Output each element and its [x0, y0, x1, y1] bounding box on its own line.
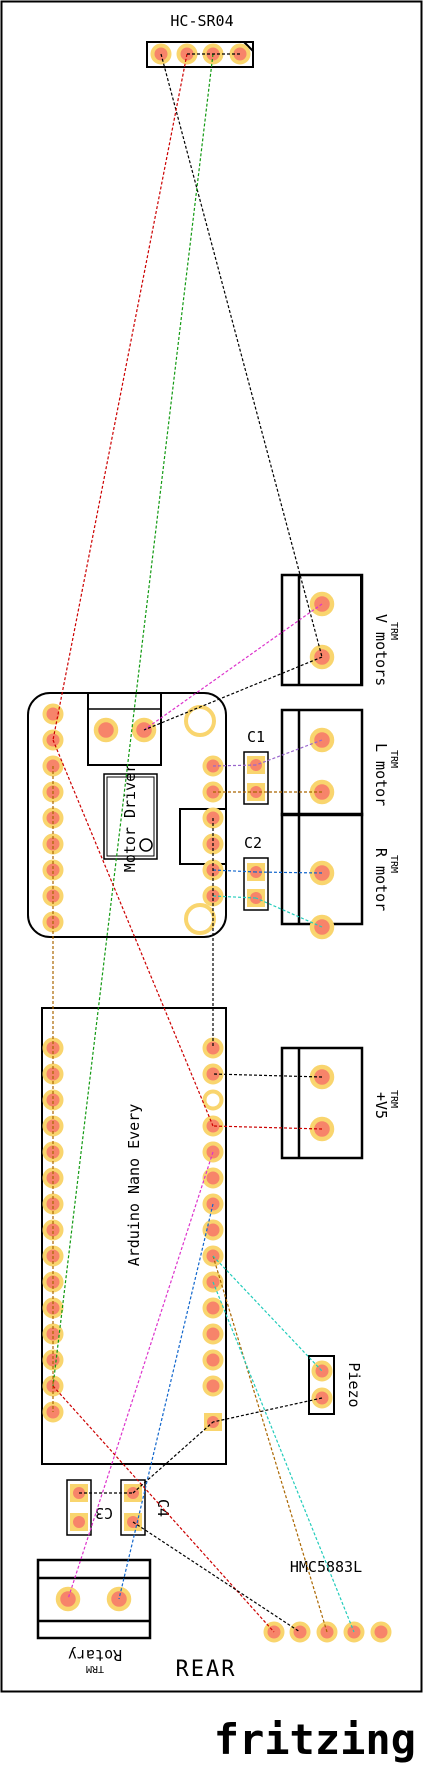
motor-driver-board — [27, 692, 227, 938]
hcsr04-header — [146, 41, 254, 68]
arduino-label: Arduino Nano Every — [125, 1104, 143, 1267]
fritzing-logo: fritzing — [214, 1715, 416, 1764]
capacitor-c1 — [243, 751, 269, 805]
trm-rotary-label: Rotary — [68, 1646, 122, 1664]
motor-driver-label: Motor Driver — [121, 764, 139, 872]
ratsnest-wires — [52, 53, 355, 1633]
trm-v-motors-label: V motors — [372, 614, 390, 686]
trm-v5-tag: TRM — [388, 1090, 399, 1108]
trm-l-motor-tag: TRM — [388, 750, 399, 768]
capacitor-c2 — [243, 857, 269, 911]
hcsr04-label: HC-SR04 — [170, 12, 233, 30]
trm-l-motor-label: L motor — [372, 743, 390, 806]
trm-rotary-tag: TRM — [86, 1663, 104, 1674]
piezo-label: Piezo — [345, 1362, 363, 1407]
rear-label: REAR — [176, 1657, 237, 1682]
trm-r-motor-label: R motor — [372, 848, 390, 911]
c1-label: C1 — [247, 728, 265, 746]
arduino-nano-every — [41, 1007, 227, 1465]
c3-label: C3 — [95, 1504, 113, 1522]
trm-r-motor-tag: TRM — [388, 855, 399, 873]
c2-label: C2 — [244, 834, 262, 852]
trm-r-motor — [280, 812, 364, 937]
trm-v5-label: +V5 — [372, 1092, 390, 1119]
trm-v-motors-tag: TRM — [388, 622, 399, 640]
capacitor-c3 — [66, 1479, 92, 1536]
piezo — [308, 1355, 335, 1415]
trm-v5 — [280, 1046, 364, 1160]
trm-rotary — [36, 1558, 152, 1640]
hmc5883l-label: HMC5883L — [290, 1558, 362, 1576]
capacitor-c4 — [120, 1479, 146, 1536]
trm-v-motors — [280, 573, 364, 687]
